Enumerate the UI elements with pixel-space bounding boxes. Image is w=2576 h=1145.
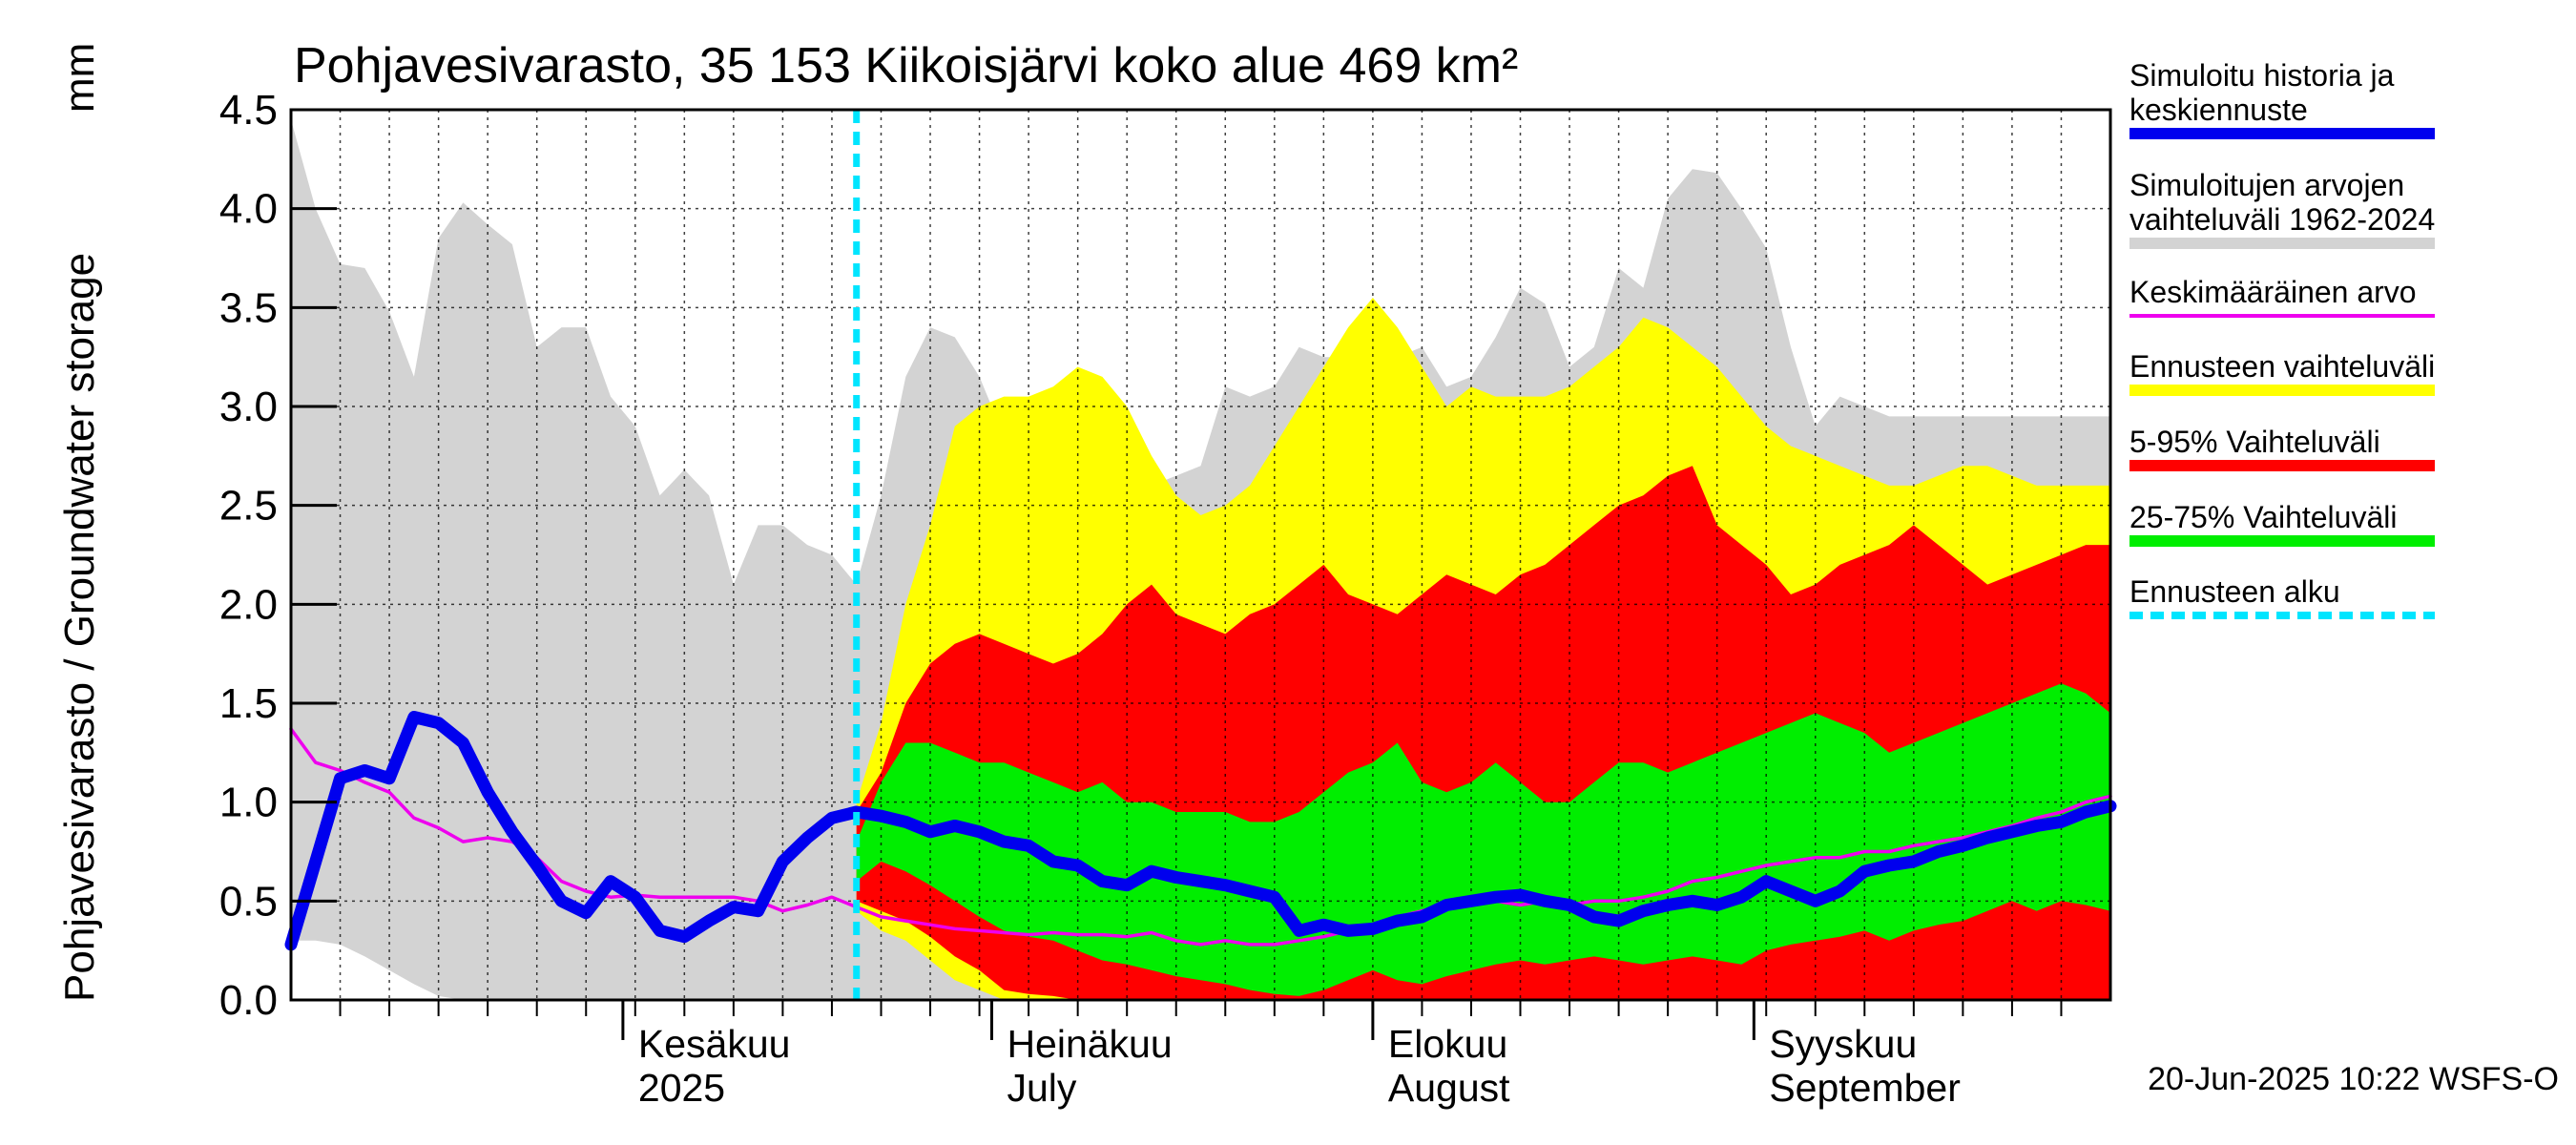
y-axis-unit: mm <box>56 43 103 113</box>
y-tick-label: 3.5 <box>219 284 278 331</box>
timestamp: 20-Jun-2025 10:22 WSFS-O <box>2148 1061 2559 1097</box>
legend-label: Simuloitu historia ja <box>2129 58 2395 93</box>
legend-label: Keskimääräinen arvo <box>2129 275 2417 309</box>
legend-label: 25-75% Vaihteluväli <box>2129 500 2397 534</box>
y-tick-label: 1.0 <box>219 780 278 826</box>
y-axis: 0.0 0.5 1.0 1.5 2.0 2.5 3.0 3.5 4.0 4.5 <box>219 87 337 1024</box>
legend-label: Ennusteen alku <box>2129 574 2340 609</box>
month-label-secondary: August <box>1388 1066 1510 1110</box>
legend-label: Simuloitujen arvojen <box>2129 168 2404 202</box>
y-tick-label: 2.0 <box>219 581 278 628</box>
y-tick-label: 3.0 <box>219 384 278 430</box>
month-label: Heinäkuu <box>1007 1022 1172 1066</box>
y-tick-label: 0.5 <box>219 878 278 925</box>
month-label: Elokuu <box>1388 1022 1507 1066</box>
chart-grid <box>291 109 2110 1001</box>
chart-title: Pohjavesivarasto, 35 153 Kiikoisjärvi ko… <box>294 38 1518 94</box>
month-label: Syyskuu <box>1769 1022 1917 1066</box>
legend-label: vaihteluväli 1962-2024 <box>2129 202 2435 237</box>
plot-frame <box>289 108 2112 1002</box>
chart-lines <box>284 110 2117 1000</box>
month-label-secondary: September <box>1769 1066 1961 1110</box>
median-line <box>284 711 2117 951</box>
y-tick-label: 1.5 <box>219 680 278 727</box>
legend-label: Ennusteen vaihteluväli <box>2129 349 2435 384</box>
y-axis-label: Pohjavesivarasto / Groundwater storage <box>56 253 103 1002</box>
y-tick-label: 4.0 <box>219 186 278 233</box>
p25-75-band <box>856 683 2111 996</box>
month-label-secondary: July <box>1007 1066 1076 1110</box>
month-label: Kesäkuu <box>638 1022 791 1066</box>
y-tick-label: 4.5 <box>219 87 278 134</box>
y-tick-label: 2.5 <box>219 483 278 530</box>
y-tick-label: 0.0 <box>219 977 278 1024</box>
legend-label: keskiennuste <box>2129 93 2308 127</box>
chart-bands <box>291 119 2111 1000</box>
month-label-secondary: 2025 <box>638 1066 725 1110</box>
legend-label: 5-95% Vaihteluväli <box>2129 425 2380 459</box>
